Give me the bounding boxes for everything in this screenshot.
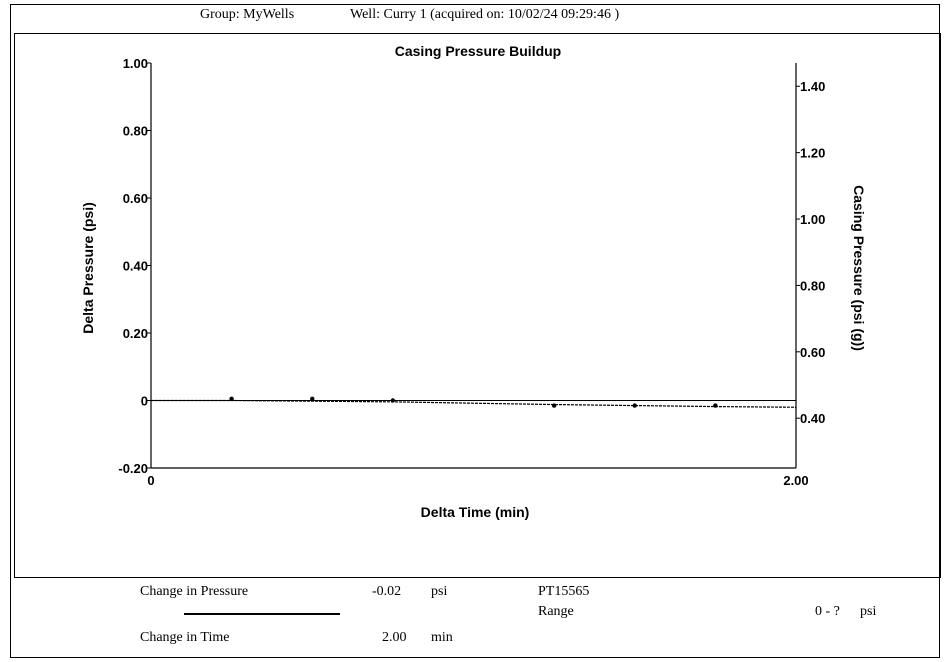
x-tick-label: 0 — [147, 473, 154, 488]
data-point — [713, 403, 718, 408]
change-pressure-value: -0.02 — [372, 584, 402, 599]
data-point — [632, 403, 637, 408]
y2-tick-label: 0.80 — [800, 278, 825, 293]
series-layer — [151, 396, 797, 408]
well-label: Well: Curry 1 (acquired on: 10/02/24 09:… — [350, 7, 620, 22]
separator-line — [184, 613, 340, 615]
y-tick-label: 0.60 — [123, 191, 148, 206]
group-label: Group: MyWells — [200, 7, 295, 22]
y-tick-label: 0 — [141, 394, 148, 409]
data-point — [390, 398, 396, 403]
chart-panel — [14, 33, 941, 578]
x-axis-label: Delta Time (min) — [421, 504, 530, 520]
change-time-unit: min — [431, 630, 453, 645]
y-tick-label: 0.20 — [123, 326, 148, 341]
y-tick-label: 0.80 — [123, 124, 148, 139]
y2-tick-label: 0.60 — [800, 345, 825, 360]
change-pressure-label: Change in Pressure — [140, 584, 249, 599]
y2-axis-label: Casing Pressure (psi (g)) — [851, 185, 867, 351]
y2-tick-label: 1.00 — [800, 212, 825, 227]
range-unit: psi — [860, 604, 877, 619]
chart-title: Casing Pressure Buildup — [395, 43, 561, 59]
y2-tick-label: 0.40 — [800, 411, 825, 426]
y-tick-label: -0.20 — [118, 461, 148, 476]
axes: 1.000.800.600.400.200-0.201.401.201.000.… — [118, 56, 825, 488]
data-point — [551, 403, 557, 408]
data-point — [229, 396, 234, 402]
x-tick-label: 2.00 — [783, 473, 808, 488]
y-tick-label: 1.00 — [123, 56, 148, 71]
change-time-value: 2.00 — [382, 630, 407, 645]
y-tick-label: 0.40 — [123, 259, 148, 274]
y-axis-label: Delta Pressure (psi) — [80, 202, 96, 334]
data-point — [310, 396, 315, 402]
range-value: 0 - ? — [815, 604, 840, 619]
y2-tick-label: 1.40 — [800, 79, 825, 94]
sensor-id: PT15565 — [538, 584, 590, 599]
change-pressure-unit: psi — [431, 584, 448, 599]
report-frame — [10, 4, 940, 658]
range-label: Range — [538, 604, 574, 619]
series-line — [151, 399, 797, 408]
y2-tick-label: 1.20 — [800, 146, 825, 161]
change-time-label: Change in Time — [140, 630, 230, 645]
